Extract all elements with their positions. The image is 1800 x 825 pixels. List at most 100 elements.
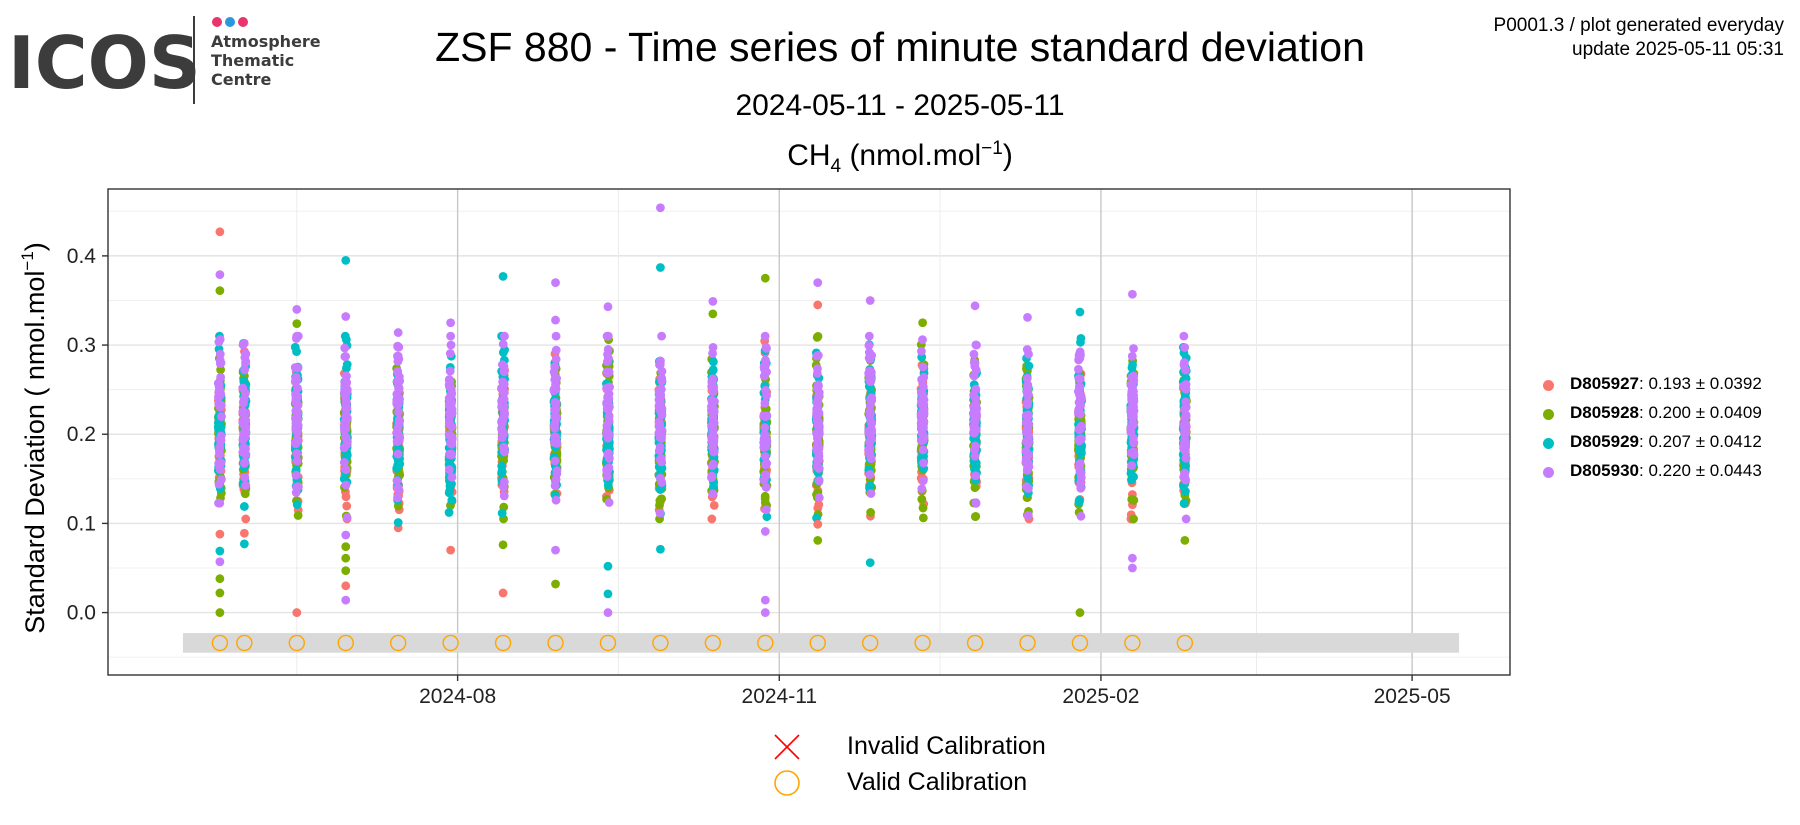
data-point: [342, 371, 351, 381]
data-point: [1128, 413, 1138, 422]
data-point: [1129, 402, 1138, 412]
data-point: [813, 351, 823, 360]
data-point: [1024, 361, 1034, 371]
data-point: [867, 427, 877, 436]
data-point-outlier: [551, 545, 560, 555]
data-point-outlier: [215, 608, 225, 617]
data-point-outlier: [813, 278, 823, 288]
data-point: [761, 505, 771, 515]
data-point: [865, 470, 875, 479]
data-point: [292, 331, 302, 341]
valid-calibration-marker: [236, 634, 253, 652]
legend-swatch: [1543, 467, 1554, 478]
data-point: [760, 423, 770, 432]
data-points: [213, 203, 1191, 617]
legend-series-stats: : 0.220 ± 0.0443: [1639, 461, 1762, 480]
data-point: [970, 451, 980, 461]
data-point: [657, 410, 667, 420]
data-point: [708, 357, 718, 367]
data-point: [549, 384, 559, 394]
data-point: [498, 403, 508, 413]
data-point: [971, 471, 981, 481]
data-point: [709, 500, 719, 510]
data-point: [551, 354, 561, 364]
data-point: [655, 396, 665, 406]
data-point: [444, 449, 454, 459]
data-point-outlier: [603, 302, 613, 312]
data-point: [1128, 420, 1138, 430]
data-point-outlier: [341, 581, 351, 591]
valid-calibration-marker: [757, 634, 774, 652]
species-unit-close: ): [1002, 139, 1013, 172]
data-point: [1127, 351, 1137, 361]
data-point: [657, 331, 667, 341]
data-point: [447, 495, 457, 505]
data-point: [550, 481, 560, 491]
data-point: [215, 450, 225, 459]
logo-line-1: Atmosphere: [211, 32, 321, 51]
data-point-outlier: [865, 296, 875, 305]
data-point: [497, 508, 507, 518]
data-point: [293, 363, 303, 373]
data-point-outlier: [239, 528, 249, 538]
data-point-outlier: [656, 263, 665, 272]
data-point: [1074, 364, 1083, 374]
data-point-outlier: [1075, 608, 1085, 617]
data-point: [919, 458, 928, 468]
data-point: [918, 452, 928, 462]
data-point-outlier: [498, 271, 508, 281]
data-point-outlier: [656, 203, 665, 213]
data-point-outlier: [215, 529, 225, 539]
data-point: [709, 482, 718, 491]
data-point-outlier: [498, 540, 508, 550]
y-tick-label: 0.1: [67, 512, 96, 535]
data-point: [1076, 337, 1085, 347]
data-point: [866, 433, 876, 443]
data-point-outlier: [341, 542, 351, 551]
data-point: [1022, 387, 1032, 397]
data-point: [970, 464, 979, 474]
data-point: [917, 484, 927, 494]
data-point-outlier: [215, 286, 225, 296]
data-point: [340, 343, 350, 353]
legend-label: D805927: 0.193 ± 0.0392: [1570, 374, 1762, 394]
data-point: [602, 383, 611, 393]
data-point-outlier: [393, 328, 403, 337]
data-point: [867, 393, 877, 403]
valid-calibration-marker: [1071, 634, 1089, 652]
data-point: [213, 378, 223, 388]
data-point: [293, 511, 303, 520]
valid-calibration-marker: [966, 634, 984, 652]
scatter-chart: 0.00.10.20.30.4 2024-08 2024-11 2025-02 202…: [18, 188, 1511, 708]
data-point: [550, 412, 560, 422]
data-point: [445, 349, 455, 358]
data-point: [1023, 473, 1033, 483]
logo-dot-2: [225, 17, 235, 27]
legend-swatch: [1543, 380, 1554, 391]
data-point: [918, 335, 927, 345]
data-point: [709, 447, 719, 457]
data-point: [969, 390, 979, 400]
data-point: [814, 476, 824, 486]
data-point: [917, 375, 927, 384]
data-point: [761, 355, 770, 365]
data-point: [917, 494, 927, 504]
data-point: [240, 457, 249, 467]
data-point: [447, 398, 457, 408]
data-point: [1180, 404, 1190, 414]
data-point: [239, 338, 249, 348]
plot-frame: [107, 188, 1511, 676]
data-point: [214, 399, 224, 409]
data-point: [655, 485, 665, 494]
data-point-outlier: [551, 278, 560, 288]
data-point: [1127, 461, 1137, 470]
panel-border: [107, 188, 1511, 676]
data-point: [446, 331, 456, 341]
data-point: [241, 514, 251, 524]
species-subscript: 4: [830, 156, 842, 177]
data-point-outlier: [215, 270, 225, 280]
data-point: [603, 344, 613, 354]
data-point: [241, 357, 251, 366]
data-point: [551, 495, 561, 505]
data-point: [1181, 487, 1190, 496]
